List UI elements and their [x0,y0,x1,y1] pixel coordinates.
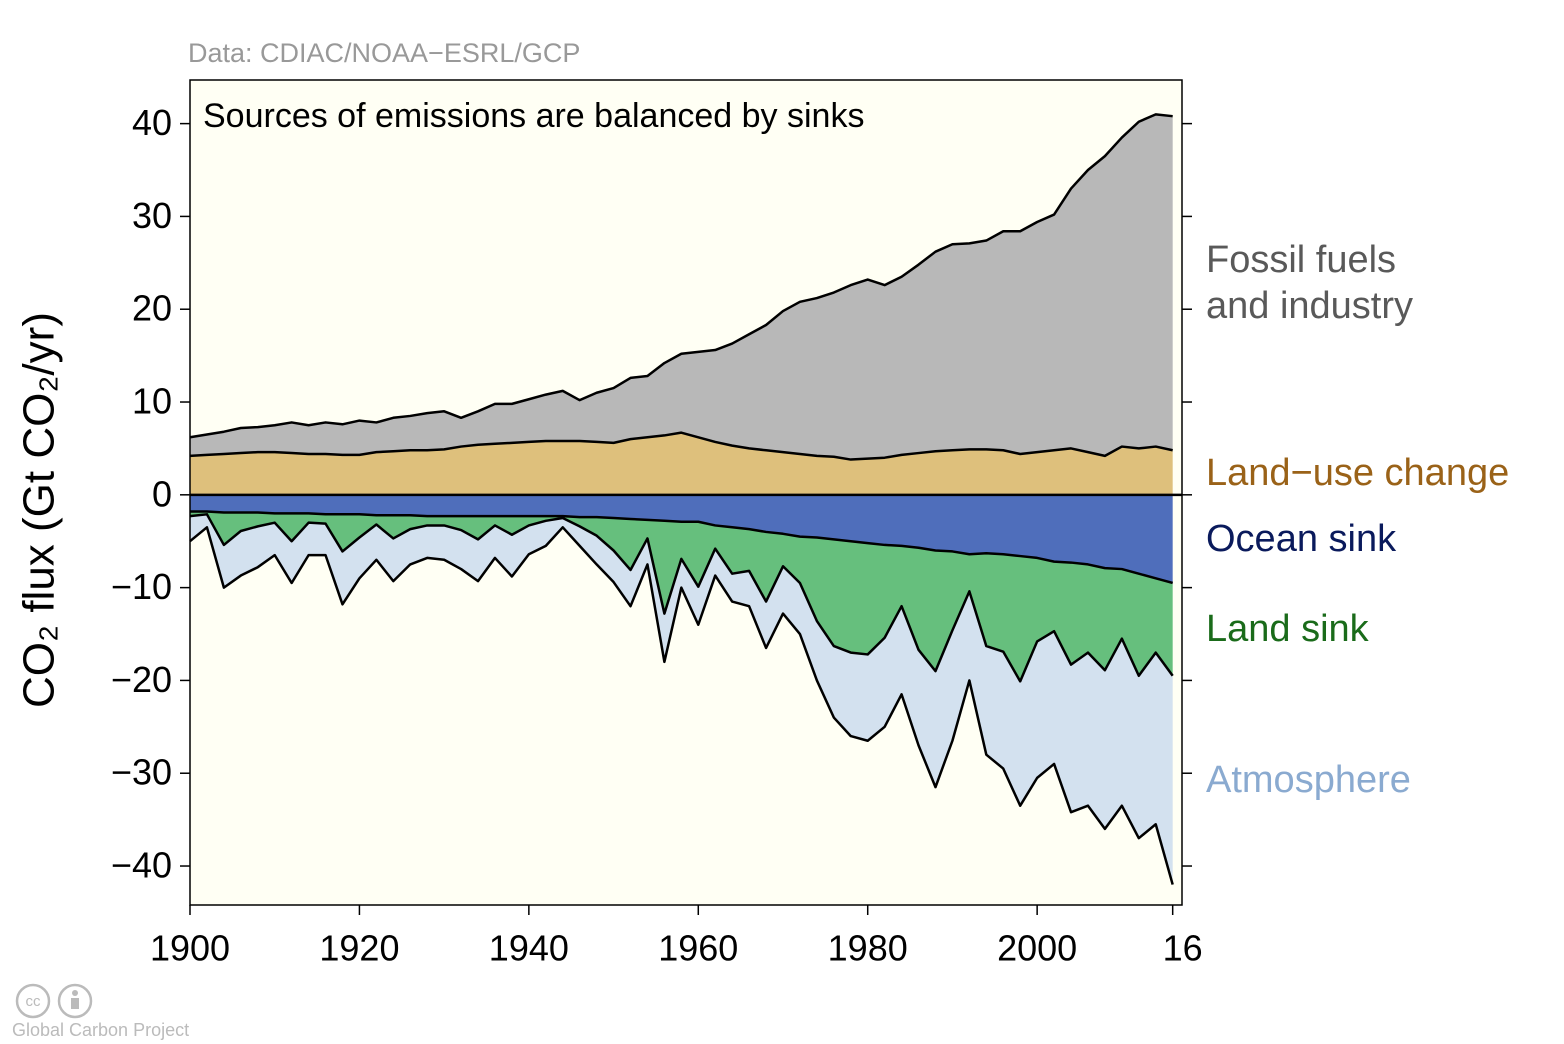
x-tick-label: 16 [1163,928,1203,969]
series-edge [189,513,1174,683]
chart-title: Sources of emissions are balanced by sin… [203,97,864,135]
x-tick-label: 2000 [997,928,1077,969]
series-edge [189,431,1173,461]
x-tick-label: 1940 [489,928,569,969]
series-area [190,114,1173,460]
series-area [190,494,1173,583]
series-area [190,514,1173,885]
y-tick-label: 30 [132,195,172,236]
y-tick-label: −10 [111,566,172,607]
series-edge [190,510,1174,585]
y-tick-label: 0 [152,473,172,514]
series-area [190,511,1173,682]
series-label: Ocean sink [1206,517,1397,560]
cc-icons: cc [15,983,93,1019]
svg-text:cc: cc [26,993,42,1010]
series-edge [189,113,1173,439]
series-label: Fossil fuels and industry [1206,239,1414,328]
x-tick-label: 1980 [828,928,908,969]
series-label: Land−use change [1206,451,1510,494]
x-tick-label: 1920 [319,928,399,969]
y-tick-label: 10 [132,381,172,422]
y-tick-label: 40 [132,102,172,143]
series-edge [189,526,1174,885]
y-axis-title: CO₂ flux (Gt CO₂/yr) [15,312,64,708]
y-tick-label: −30 [111,752,172,793]
plot-frame [189,79,1183,906]
y-tick-label: −20 [111,659,172,700]
series-area [190,432,1173,495]
x-tick-label: 1960 [658,928,738,969]
x-tick-label: 1900 [150,928,230,969]
y-tick-label: −40 [111,845,172,886]
y-tick-label: 20 [132,288,172,329]
series-label: Land sink [1206,608,1369,651]
source: Data: CDIAC/NOAA−ESRL/GCP [188,38,580,68]
series-label: Atmosphere [1206,759,1411,802]
credit: Global Carbon Project [12,1020,189,1040]
